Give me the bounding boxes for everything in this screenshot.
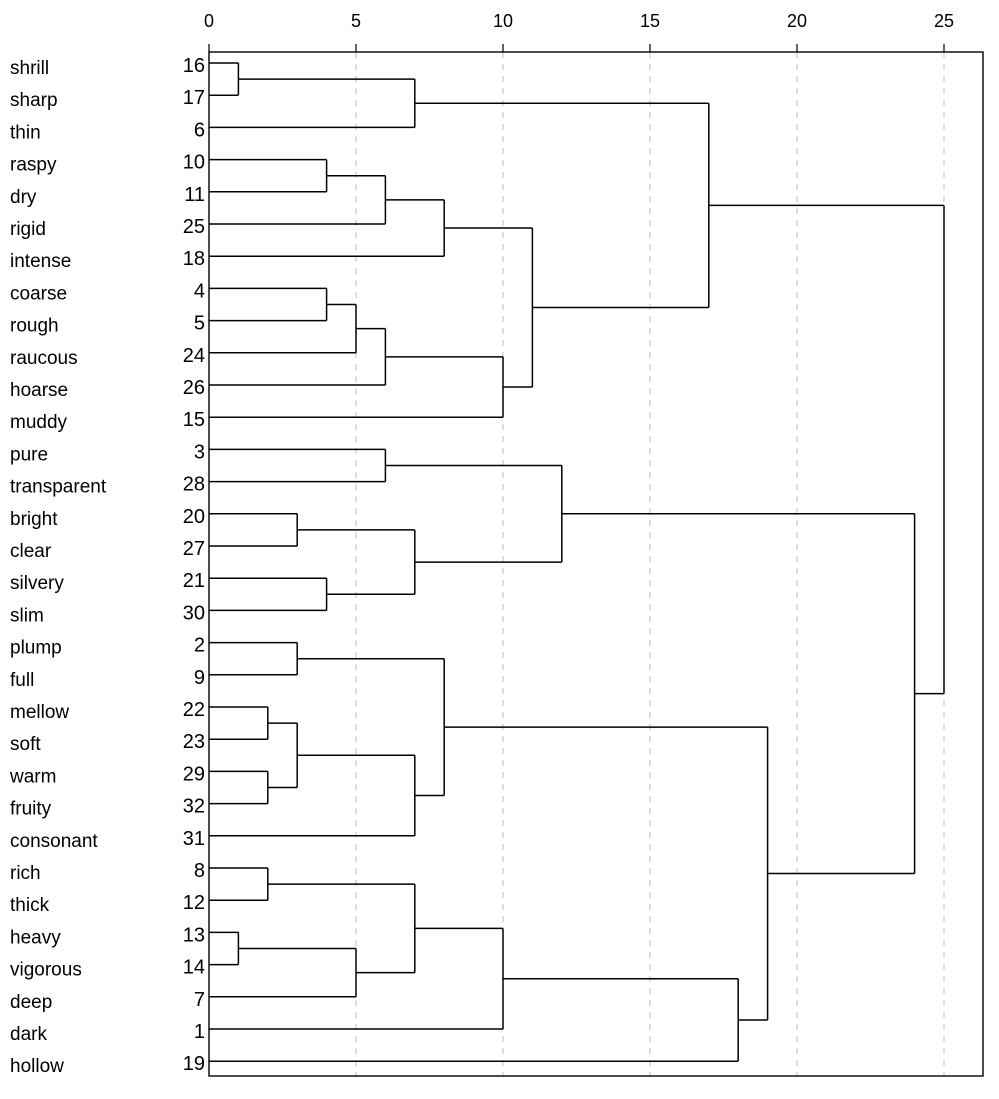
leaf-label-dark: dark [10,1024,47,1045]
leaf-case-10: 10 [183,152,205,174]
dendrogram-tree [209,62,945,1062]
leaf-case-24: 24 [183,345,205,367]
leaf-label-muddy: muddy [10,412,68,433]
leaf-label-silvery: silvery [10,573,64,594]
leaf-case-26: 26 [183,377,205,399]
leaf-case-16: 16 [183,55,205,77]
leaf-label-vigorous: vigorous [10,960,82,981]
leaf-label-soft: soft [10,734,41,755]
leaf-label-bright: bright [10,509,58,530]
leaf-label-coarse: coarse [10,283,67,304]
leaf-label-transparent: transparent [10,477,107,498]
x-tick-label-5: 5 [351,11,361,31]
leaf-case-7: 7 [194,989,205,1011]
leaf-label-slim: slim [10,605,44,626]
leaf-case-9: 9 [194,667,205,689]
leaf-case-11: 11 [184,184,205,206]
leaf-label-thin: thin [10,122,41,143]
leaf-case-2: 2 [194,635,205,657]
leaf-case-18: 18 [183,248,205,270]
leaf-case-27: 27 [183,538,205,560]
leaf-case-13: 13 [183,924,205,946]
leaf-case-15: 15 [183,409,205,431]
leaf-case-8: 8 [194,860,205,882]
x-tick-label-0: 0 [204,11,214,31]
x-tick-label-15: 15 [640,11,660,31]
leaf-case-17: 17 [183,87,205,109]
leaf-label-warm: warm [9,766,56,787]
leaf-label-full: full [10,670,34,691]
leaf-case-21: 21 [183,570,205,592]
leaf-label-dry: dry [10,187,37,208]
x-tick-label-25: 25 [934,11,954,31]
leaf-label-plump: plump [10,638,62,659]
leaf-case-20: 20 [183,506,205,528]
leaf-case-12: 12 [183,892,205,914]
leaf-case-31: 31 [183,828,205,850]
leaf-case-29: 29 [183,763,205,785]
leaf-label-consonant: consonant [10,831,98,852]
x-axis: 0 5 10 15 20 25 [204,11,984,1077]
leaf-case-1: 1 [194,1021,205,1043]
leaf-label-raspy: raspy [10,155,57,176]
leaf-label-rigid: rigid [10,219,46,240]
leaf-label-clear: clear [10,541,52,562]
leaf-label-mellow: mellow [10,702,69,723]
leaf-case-6: 6 [194,119,205,141]
leaf-case-5: 5 [194,313,205,335]
leaf-label-raucous: raucous [10,348,78,369]
leaf-label-hoarse: hoarse [10,380,68,401]
leaf-label-hollow: hollow [10,1056,64,1077]
leaf-case-32: 32 [183,796,205,818]
leaf-label-pure: pure [10,444,48,465]
leaf-case-3: 3 [194,441,205,463]
leaf-label-intense: intense [10,251,71,272]
leaf-label-sharp: sharp [10,90,58,111]
leaf-case-28: 28 [183,474,205,496]
leaf-case-22: 22 [183,699,205,721]
leaf-label-thick: thick [10,895,50,916]
leaf-label-rich: rich [10,863,41,884]
leaf-case-4: 4 [194,280,205,302]
x-tick-label-10: 10 [493,11,513,31]
grid-layer [355,52,945,1076]
leaf-case-23: 23 [183,731,205,753]
plot-frame [208,51,984,1077]
leaf-case-30: 30 [183,602,205,624]
leaf-label-heavy: heavy [10,927,61,948]
leaf-label-fruity: fruity [10,799,52,820]
leaf-case-19: 19 [183,1053,205,1075]
leaf-label-shrill: shrill [10,58,49,79]
leaf-label-deep: deep [10,992,52,1013]
leaf-case-14: 14 [183,957,205,979]
x-tick-label-20: 20 [787,11,807,31]
leaf-case-25: 25 [183,216,205,238]
leaf-label-rough: rough [10,316,59,337]
